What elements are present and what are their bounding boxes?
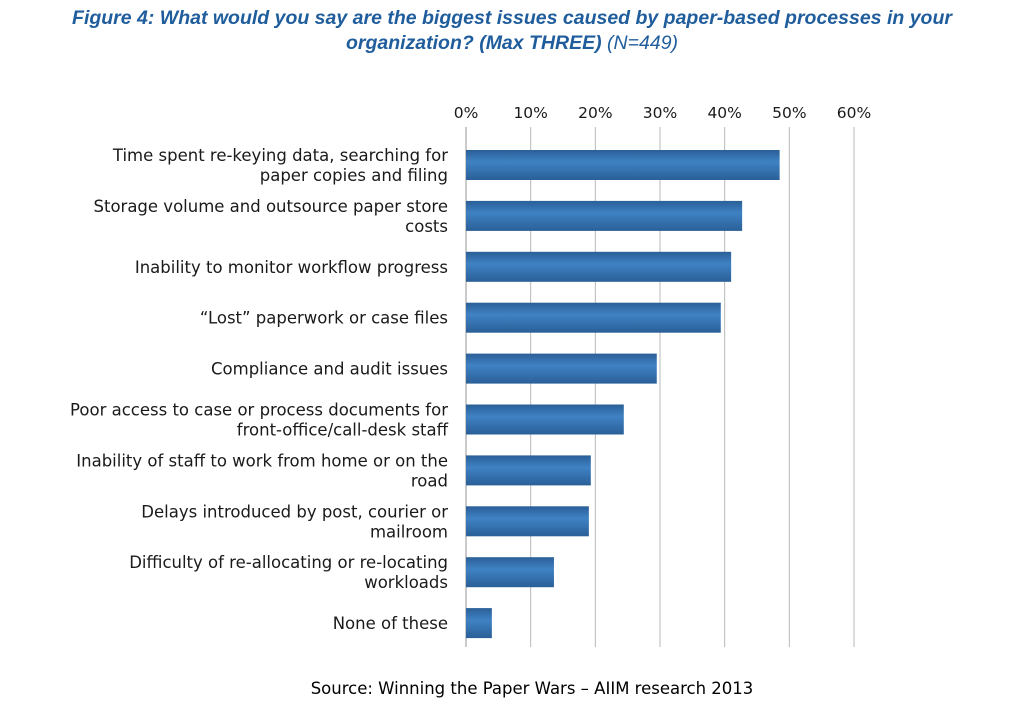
x-tick-label: 30% (643, 104, 677, 122)
category-labels: Time spent re-keying data, searching for… (70, 146, 449, 633)
category-label-line: Inability of staff to work from home or … (76, 451, 448, 470)
category-label: Inability to monitor workflow progress (135, 258, 448, 277)
category-label-line: mailroom (370, 522, 448, 541)
category-label: Time spent re-keying data, searching for… (112, 146, 448, 185)
bar-chart: 0% 10% 20% 30% 40% 50% 60% Time spent re-keyin… (70, 104, 872, 647)
x-tick-label: 50% (772, 104, 806, 122)
category-label-line: None of these (333, 614, 448, 633)
category-label-line: Delays introduced by post, courier or (141, 502, 448, 521)
category-label: Compliance and audit issues (211, 360, 448, 379)
category-label-line: costs (405, 217, 448, 236)
bar (466, 506, 589, 537)
sample-size-label: (N=449) (607, 32, 679, 54)
bar (466, 302, 721, 333)
bar (466, 608, 492, 639)
category-label-line: “Lost” paperwork or case files (200, 309, 448, 328)
category-label-line: workloads (364, 573, 448, 592)
category-label: Storage volume and outsource paper store… (94, 197, 449, 236)
bar (466, 150, 780, 180)
category-label: Difficulty of re-allocating or re-locati… (129, 553, 448, 592)
category-label-line: Poor access to case or process documents… (70, 401, 448, 420)
category-label-line: Time spent re-keying data, searching for (112, 146, 448, 165)
category-label: None of these (333, 614, 448, 633)
category-label-line: Difficulty of re-allocating or re-locati… (129, 553, 448, 572)
x-tick-label: 60% (837, 104, 871, 122)
x-tick-label: 40% (707, 104, 741, 122)
bar (466, 200, 743, 231)
x-tick-label: 20% (578, 104, 612, 122)
x-axis-ticks: 0% 10% 20% 30% 40% 50% 60% (454, 104, 872, 122)
chart-title-question: organization? (Max THREE) (345, 32, 602, 54)
chart-title-line-2: organization? (Max THREE) (N=449) (0, 31, 1024, 56)
source-caption: Source: Winning the Paper Wars – AIIM re… (310, 679, 754, 698)
category-label: “Lost” paperwork or case files (200, 309, 448, 328)
category-label-line: Compliance and audit issues (211, 360, 448, 379)
category-label-line: paper copies and filing (260, 166, 448, 185)
bar (466, 557, 554, 588)
category-label-line: Storage volume and outsource paper store (94, 197, 449, 216)
category-label: Poor access to case or process documents… (70, 401, 449, 440)
bar (466, 251, 732, 282)
bar (466, 455, 591, 486)
x-tick-label: 0% (454, 104, 479, 122)
x-tick-label: 10% (513, 104, 547, 122)
category-label: Inability of staff to work from home or … (76, 451, 448, 490)
bars (466, 150, 780, 639)
bar (466, 404, 624, 435)
bar (466, 353, 657, 384)
chart-title-line-1: Figure 4: What would you say are the big… (72, 7, 952, 29)
category-label-line: Inability to monitor workflow progress (135, 258, 448, 277)
chart-title: Figure 4: What would you say are the big… (0, 6, 1024, 56)
category-label-line: road (411, 471, 448, 490)
category-label: Delays introduced by post, courier or mai… (141, 502, 448, 541)
category-label-line: front-office/call-desk staff (237, 421, 449, 440)
